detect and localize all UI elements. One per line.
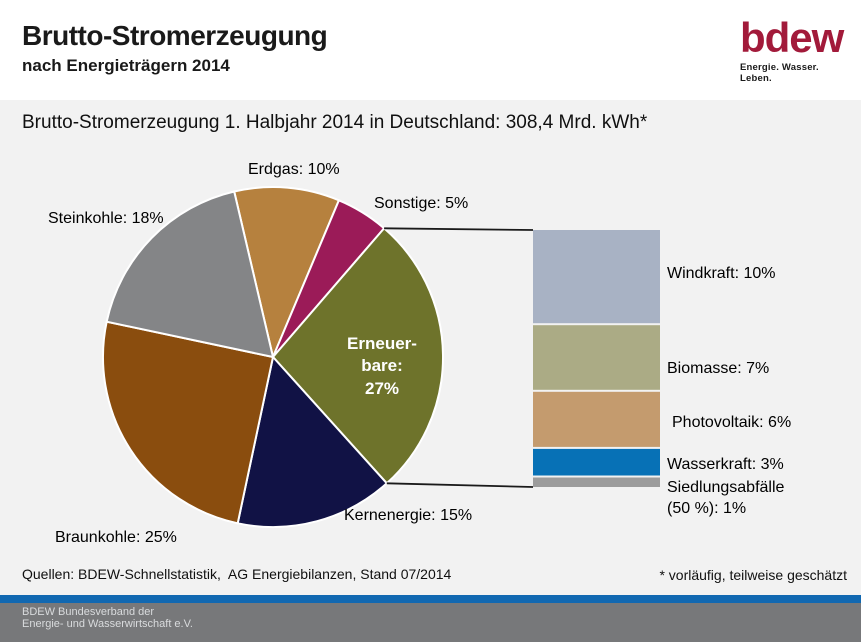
footer-bar	[0, 603, 861, 642]
footnote-text: * vorläufig, teilweise geschätzt	[659, 567, 847, 583]
bar-label-photovoltaik: Photovoltaik: 6%	[672, 414, 792, 431]
bar-segment-siedlungsabfaelle	[533, 477, 660, 487]
pie-slice-erdgas	[232, 186, 341, 361]
bar-label-biomasse: Biomasse: 7%	[667, 360, 770, 377]
footer-accent-bar	[0, 595, 861, 603]
pie-slice-steinkohle	[105, 190, 275, 359]
bdew-logo: bdew Energie. Wasser. Leben.	[740, 14, 850, 85]
bar-segment-windkraft	[533, 230, 660, 324]
pie-label-braunkohle: Braunkohle: 25%	[55, 529, 177, 546]
connector-line-top	[384, 227, 534, 231]
pie-slice-erneuerbare	[271, 226, 444, 485]
pie-chart-svg	[102, 186, 660, 528]
page-title: Brutto-Stromerzeugung	[22, 20, 328, 51]
bar-segment-photovoltaik	[533, 391, 660, 447]
pie-slice-braunkohle	[102, 320, 275, 525]
sources-text: Quellen: BDEW-Schnellstatistik, AG Energ…	[22, 566, 452, 582]
pie-label-sonstige: Sonstige: 5%	[374, 195, 469, 212]
page-subtitle: nach Energieträgern 2014	[22, 56, 230, 75]
pie-slice-kernenergie	[236, 354, 389, 528]
bar-label-wasserkraft: Wasserkraft: 3%	[667, 456, 784, 473]
organization-text: BDEW Bundesverband der Energie- und Wass…	[22, 606, 193, 630]
bar-segment-wasserkraft	[533, 448, 660, 476]
bar-segment-biomasse	[533, 325, 660, 390]
bdew-logo-text: bdew	[740, 14, 844, 61]
bar-label-windkraft: Windkraft: 10%	[667, 265, 776, 282]
connector-line-bottom	[386, 482, 534, 488]
pie-label-erdgas: Erdgas: 10%	[248, 161, 340, 178]
chart-headline: Brutto-Stromerzeugung 1. Halbjahr 2014 i…	[22, 112, 648, 133]
bdew-logo-tagline: Energie. Wasser. Leben.	[740, 62, 819, 84]
bar-label-siedlungsabfaelle: Siedlungsabfälle (50 %): 1%	[667, 479, 785, 518]
pie-label-kernenergie: Kernenergie: 15%	[344, 507, 473, 524]
pie-label-erneuerbare: Erneuer- bare: 27%	[347, 334, 417, 398]
pie-label-steinkohle: Steinkohle: 18%	[48, 210, 164, 227]
